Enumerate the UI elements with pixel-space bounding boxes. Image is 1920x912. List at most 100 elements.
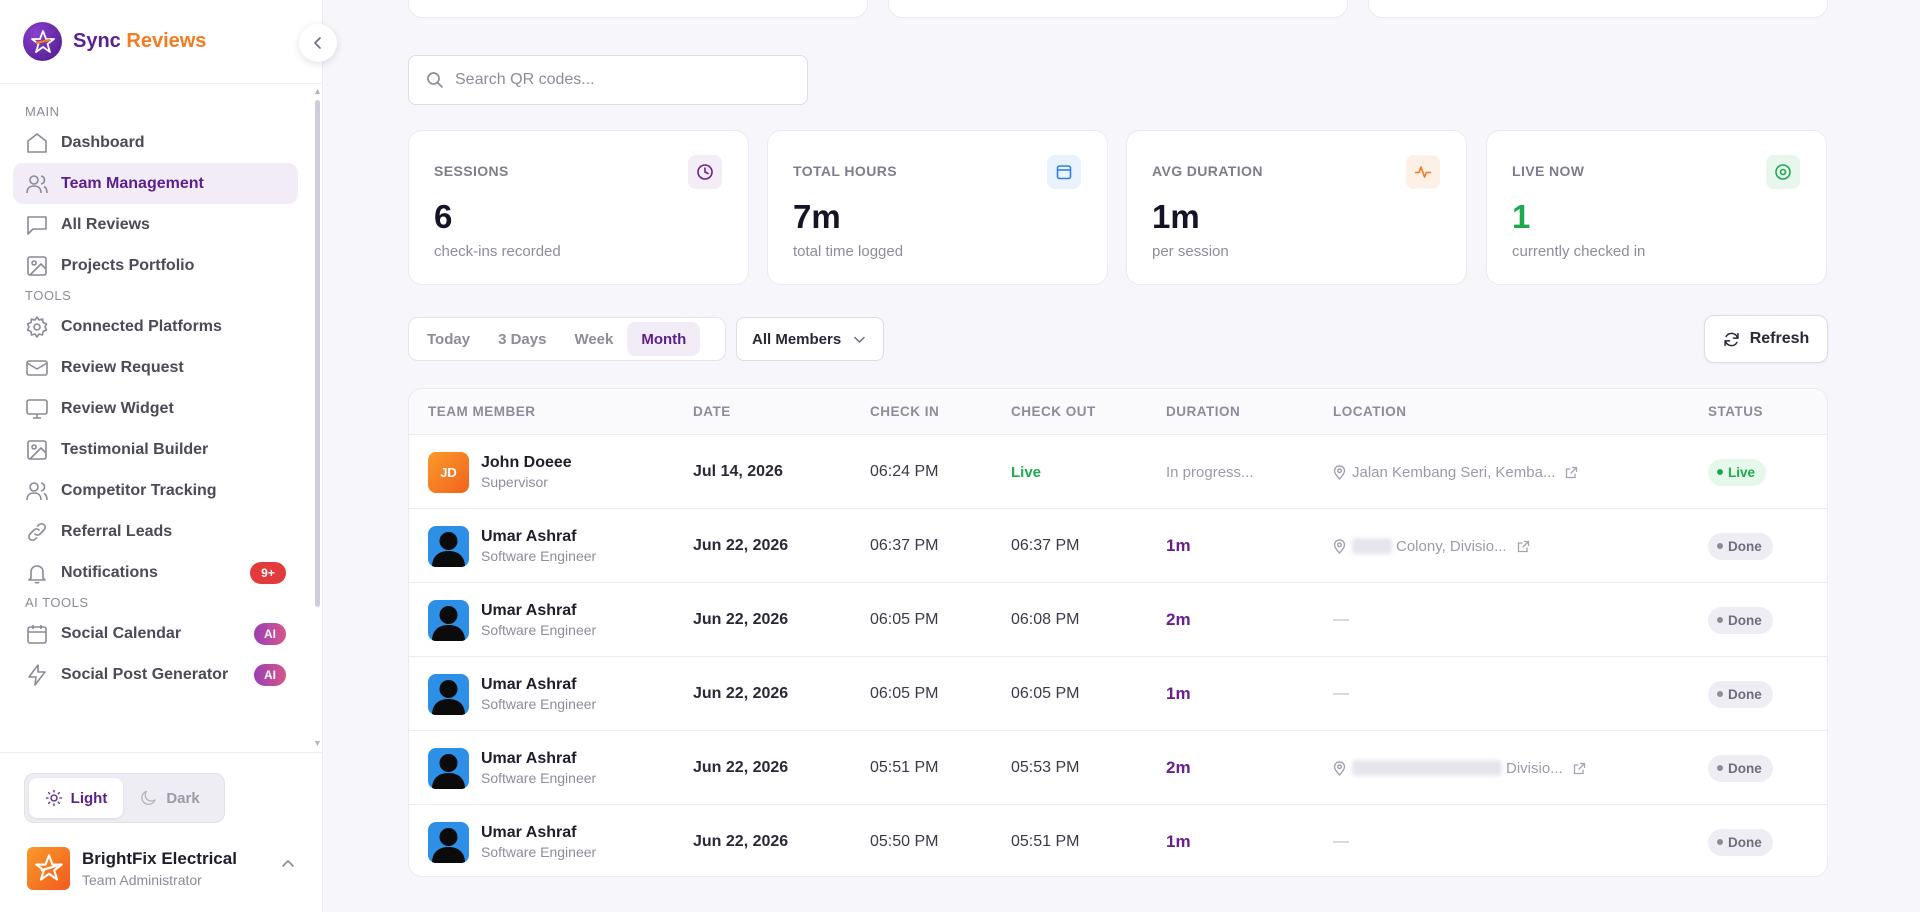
stat-card-live-now: LIVE NOW 1 currently checked in xyxy=(1486,130,1827,285)
duration-cell: 2m xyxy=(1166,583,1191,657)
member-select[interactable]: All Members xyxy=(736,317,884,361)
monitor-icon xyxy=(26,398,48,419)
column-header[interactable]: DURATION xyxy=(1166,404,1241,419)
status-badge: Done xyxy=(1708,680,1773,708)
sidebar-item-connected-platforms[interactable]: Connected Platforms xyxy=(13,306,298,347)
avatar: JD xyxy=(428,451,469,493)
brand[interactable]: Sync Reviews xyxy=(0,0,322,84)
sidebar-item-team-management[interactable]: Team Management xyxy=(13,163,298,204)
column-header[interactable]: CHECK OUT xyxy=(1011,404,1096,419)
refresh-button[interactable]: Refresh xyxy=(1704,315,1828,363)
period-week[interactable]: Week xyxy=(574,330,614,348)
sidebar-item-projects-portfolio[interactable]: Projects Portfolio xyxy=(13,245,298,286)
location-cell: — xyxy=(1333,657,1349,731)
check-out-cell: 05:53 PM xyxy=(1011,759,1080,776)
location-cell: Divisio... xyxy=(1333,731,1592,805)
team-member-cell: Umar Ashraf Software Engineer xyxy=(428,731,596,805)
sidebar-item-label: Referral Leads xyxy=(61,522,173,540)
period-month[interactable]: Month xyxy=(627,322,701,356)
date-cell: Jun 22, 2026 xyxy=(693,759,789,776)
sidebar: Sync Reviews MAIN Dashboard Team Managem… xyxy=(0,0,337,912)
scroll-down-arrow-icon[interactable]: ▼ xyxy=(313,738,322,748)
profile-menu[interactable]: BrightFix Electrical Team Administrator xyxy=(27,843,303,893)
table-row[interactable]: Umar Ashraf Software Engineer Jun 22, 20… xyxy=(409,731,1827,805)
theme-toggle: Light Dark xyxy=(24,773,225,823)
table-row[interactable]: Umar Ashraf Software Engineer Jun 22, 20… xyxy=(409,509,1827,583)
period-3-days[interactable]: 3 Days xyxy=(498,330,547,348)
duration-cell: 1m xyxy=(1166,805,1191,876)
location-text: Jalan Kembang Seri, Kemba... xyxy=(1352,463,1556,481)
member-role: Software Engineer xyxy=(481,696,597,712)
sidebar-item-dashboard[interactable]: Dashboard xyxy=(13,122,298,163)
sidebar-item-competitor-tracking[interactable]: Competitor Tracking xyxy=(13,470,298,511)
status-badge: Live xyxy=(1708,458,1767,486)
column-header[interactable]: DATE xyxy=(693,404,731,419)
date-cell: Jun 22, 2026 xyxy=(693,611,789,628)
sidebar-item-label: Dashboard xyxy=(61,133,145,151)
stat-subtitle: total time logged xyxy=(793,243,904,260)
stat-value: 7m xyxy=(793,198,841,235)
sidebar-item-referral-leads[interactable]: Referral Leads xyxy=(13,511,298,552)
sidebar-item-review-request[interactable]: Review Request xyxy=(13,347,298,388)
table-row[interactable]: JD John Doeee Supervisor Jul 14, 2026 06… xyxy=(409,435,1827,509)
sidebar-item-all-reviews[interactable]: All Reviews xyxy=(13,204,298,245)
search-input[interactable] xyxy=(455,71,785,89)
status-cell: Done xyxy=(1708,805,1773,876)
notifications-badge: 9+ xyxy=(250,562,286,584)
users-icon xyxy=(26,174,48,193)
duration-text: In progress... xyxy=(1166,463,1254,481)
sidebar-item-testimonial-builder[interactable]: Testimonial Builder xyxy=(13,429,298,470)
sidebar-item-label: Testimonial Builder xyxy=(61,440,209,458)
location-text: — xyxy=(1333,833,1349,850)
sidebar-item-social-post-generator[interactable]: Social Post Generator AI xyxy=(13,654,298,695)
sidebar-item-notifications[interactable]: Notifications 9+ xyxy=(13,552,298,593)
search-icon xyxy=(427,72,443,88)
check-out-cell: Live xyxy=(1011,435,1041,509)
gear-icon xyxy=(26,315,48,338)
stat-label: LIVE NOW xyxy=(1512,163,1585,179)
profile-name: BrightFix Electrical xyxy=(82,848,237,868)
check-out-cell: 06:08 PM xyxy=(1011,611,1080,628)
external-link-icon[interactable] xyxy=(1565,466,1578,479)
theme-light-button[interactable]: Light xyxy=(29,778,123,818)
theme-dark-button[interactable]: Dark xyxy=(123,778,217,818)
date-cell: Jun 22, 2026 xyxy=(693,833,789,850)
period-today[interactable]: Today xyxy=(427,330,471,348)
column-header[interactable]: LOCATION xyxy=(1333,404,1407,419)
message-icon xyxy=(27,215,47,235)
duration-text: 1m xyxy=(1166,684,1191,703)
check-out-cell: 05:51 PM xyxy=(1011,833,1080,850)
nav-section-ai-tools: AI TOOLS xyxy=(25,595,89,610)
attendance-table: TEAM MEMBER DATE CHECK IN CHECK OUT DURA… xyxy=(408,388,1828,877)
team-member-cell: Umar Ashraf Software Engineer xyxy=(428,509,596,583)
table-row[interactable]: Umar Ashraf Software Engineer Jun 22, 20… xyxy=(409,805,1827,876)
stat-card-total-hours: TOTAL HOURS 7m total time logged xyxy=(767,130,1108,285)
sidebar-scrollbar[interactable] xyxy=(315,100,320,607)
status-cell: Done xyxy=(1708,509,1773,583)
member-name: Umar Ashraf xyxy=(481,528,577,545)
table-row[interactable]: Umar Ashraf Software Engineer Jun 22, 20… xyxy=(409,657,1827,731)
sidebar-item-review-widget[interactable]: Review Widget xyxy=(13,388,298,429)
external-link-icon[interactable] xyxy=(1517,540,1530,553)
column-header[interactable]: STATUS xyxy=(1708,404,1763,419)
refresh-icon xyxy=(1724,332,1739,346)
calendar-icon xyxy=(27,624,47,644)
search-box[interactable] xyxy=(408,55,808,105)
team-member-cell: Umar Ashraf Software Engineer xyxy=(428,657,596,731)
external-link-icon[interactable] xyxy=(1573,762,1586,775)
sidebar-item-social-calendar[interactable]: Social Calendar AI xyxy=(13,613,298,654)
column-header[interactable]: TEAM MEMBER xyxy=(428,404,536,419)
map-pin-icon xyxy=(1333,538,1346,554)
scroll-up-arrow-icon[interactable]: ▲ xyxy=(313,86,322,96)
bell-icon xyxy=(28,564,46,584)
status-badge: Done xyxy=(1708,606,1773,634)
check-in-cell: 06:05 PM xyxy=(870,685,939,702)
sidebar-item-label: Social Calendar xyxy=(61,624,182,642)
collapse-sidebar-button[interactable] xyxy=(299,24,337,62)
table-row[interactable]: Umar Ashraf Software Engineer Jun 22, 20… xyxy=(409,583,1827,657)
member-name: Umar Ashraf xyxy=(481,750,577,767)
moon-icon xyxy=(141,790,156,806)
location-text: — xyxy=(1333,685,1349,702)
column-header[interactable]: CHECK IN xyxy=(870,404,940,419)
stat-card-sessions: SESSIONS 6 check-ins recorded xyxy=(408,130,749,285)
